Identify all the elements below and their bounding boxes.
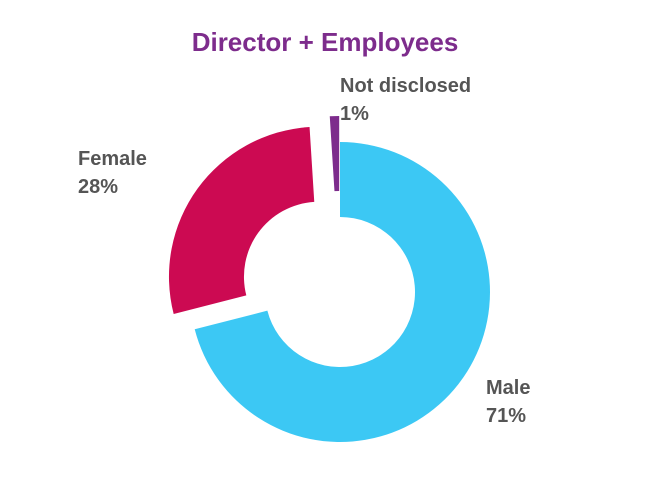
- slice-value-not-disclosed: 1%: [340, 103, 369, 125]
- slice-label-female: Female 28%: [78, 145, 147, 201]
- slice-value-female: 28%: [78, 176, 119, 198]
- slice-label-not-disclosed: Not disclosed 1%: [340, 72, 471, 128]
- slice-name-male: Male: [486, 377, 531, 399]
- slice-male: [194, 142, 490, 442]
- slice-name-not-disclosed: Not disclosed: [340, 75, 472, 97]
- slice-name-female: Female: [78, 148, 147, 170]
- slice-value-male: 71%: [486, 405, 527, 427]
- slice-label-male: Male 71%: [486, 374, 530, 430]
- slice-not-disclosed: [329, 116, 340, 192]
- chart-title: Director + Employees: [191, 27, 459, 57]
- slice-female: [168, 127, 315, 315]
